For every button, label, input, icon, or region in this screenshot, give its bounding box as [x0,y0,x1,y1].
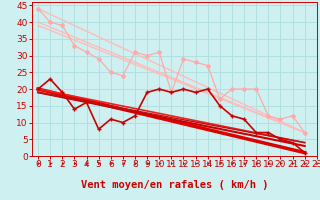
X-axis label: Vent moyen/en rafales ( km/h ): Vent moyen/en rafales ( km/h ) [81,180,268,190]
